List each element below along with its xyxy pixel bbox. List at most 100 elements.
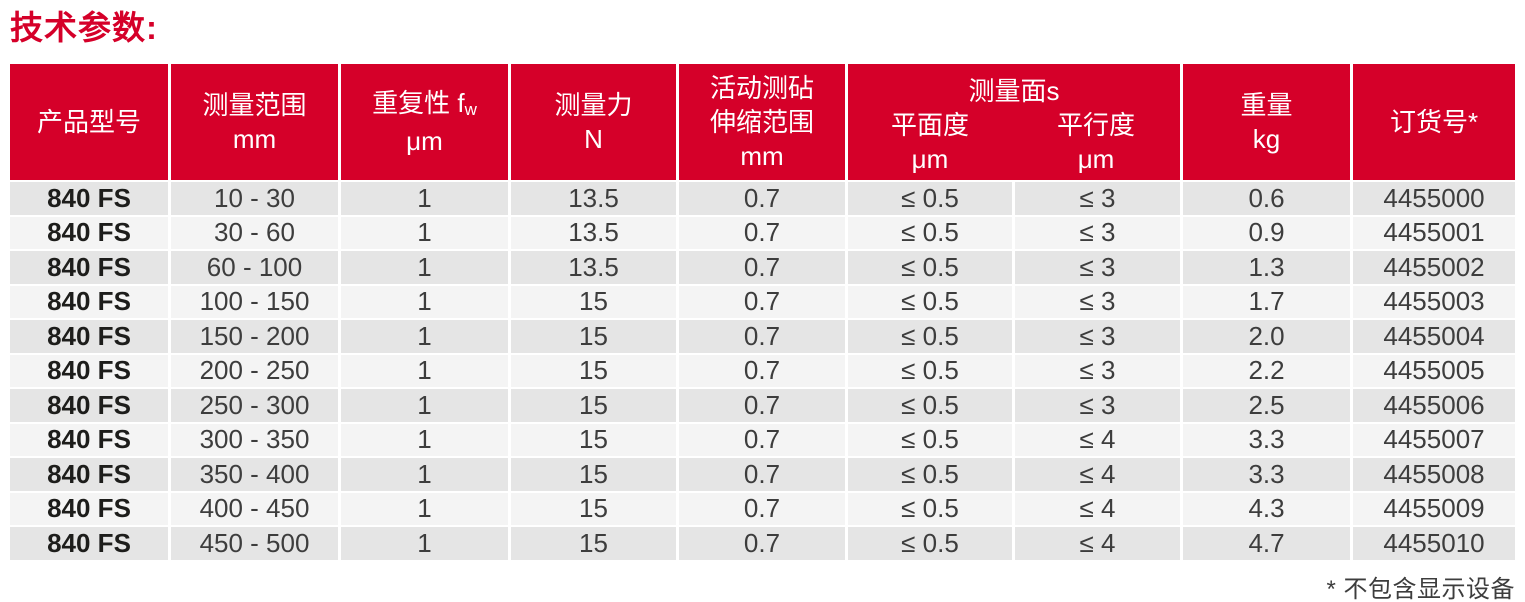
header-anvil-label-2: 伸缩范围 [709, 107, 814, 137]
cell-range: 200 - 250 [168, 352, 338, 387]
cell-flatness: ≤ 0.5 [845, 352, 1012, 387]
repeatability-subscript: w [464, 100, 477, 119]
cell-weight: 2.2 [1180, 352, 1351, 387]
cell-force: 15 [508, 456, 676, 491]
cell-range: 30 - 60 [168, 214, 338, 249]
cell-repeatability: 1 [338, 283, 508, 318]
table-header: 产品型号 测量范围 mm 重复性 fw μm 测量力 N 活动测砧 伸缩范围 [10, 64, 1516, 180]
table-row: 840 FS 100 - 150 1 15 0.7 ≤ 0.5 ≤ 3 1.7 4455003 [10, 283, 1516, 318]
cell-model: 840 FS [10, 525, 168, 560]
cell-flatness: ≤ 0.5 [845, 283, 1012, 318]
footnote: * 不包含显示设备 [1326, 575, 1515, 602]
cell-force: 15 [508, 421, 676, 456]
cell-parallelism: ≤ 3 [1012, 180, 1181, 215]
cell-model: 840 FS [10, 490, 168, 525]
cell-flatness: ≤ 0.5 [845, 249, 1012, 284]
cell-order: 4455003 [1350, 283, 1516, 318]
header-measuring-force-label: 测量力 [554, 90, 633, 120]
cell-anvil: 0.7 [676, 490, 845, 525]
cell-model: 840 FS [10, 180, 168, 215]
cell-flatness: ≤ 0.5 [845, 214, 1012, 249]
header-product-model: 产品型号 [10, 64, 168, 180]
table-row: 840 FS 30 - 60 1 13.5 0.7 ≤ 0.5 ≤ 3 0.9 4455001 [10, 214, 1516, 249]
cell-anvil: 0.7 [676, 387, 845, 422]
cell-parallelism: ≤ 4 [1012, 421, 1181, 456]
cell-order: 4455004 [1350, 318, 1516, 353]
cell-model: 840 FS [10, 421, 168, 456]
cell-range: 100 - 150 [168, 283, 338, 318]
page-title: 技术参数: [10, 9, 158, 46]
cell-model: 840 FS [10, 214, 168, 249]
header-measuring-range: 测量范围 mm [168, 64, 338, 180]
header-measuring-force: 测量力 N [508, 64, 676, 180]
cell-flatness: ≤ 0.5 [845, 387, 1012, 422]
table-row: 840 FS 400 - 450 1 15 0.7 ≤ 0.5 ≤ 4 4.3 4455009 [10, 490, 1516, 525]
cell-repeatability: 1 [338, 421, 508, 456]
cell-force: 15 [508, 352, 676, 387]
cell-parallelism: ≤ 3 [1012, 318, 1181, 353]
cell-model: 840 FS [10, 387, 168, 422]
header-measuring-range-label: 测量范围 [202, 90, 307, 120]
cell-parallelism: ≤ 4 [1012, 490, 1181, 525]
header-measuring-force-unit: N [584, 124, 603, 154]
header-parallelism: 平行度 μm [1012, 108, 1181, 180]
cell-anvil: 0.7 [676, 352, 845, 387]
cell-order: 4455002 [1350, 249, 1516, 284]
cell-flatness: ≤ 0.5 [845, 318, 1012, 353]
cell-repeatability: 1 [338, 387, 508, 422]
header-repeatability-unit: μm [406, 126, 443, 156]
cell-weight: 2.0 [1180, 318, 1351, 353]
table-row: 840 FS 300 - 350 1 15 0.7 ≤ 0.5 ≤ 4 3.3 4455007 [10, 421, 1516, 456]
cell-repeatability: 1 [338, 214, 508, 249]
cell-anvil: 0.7 [676, 525, 845, 560]
cell-weight: 1.3 [1180, 249, 1351, 284]
table-row: 840 FS 350 - 400 1 15 0.7 ≤ 0.5 ≤ 4 3.3 4455008 [10, 456, 1516, 491]
cell-flatness: ≤ 0.5 [845, 490, 1012, 525]
cell-force: 13.5 [508, 249, 676, 284]
cell-repeatability: 1 [338, 249, 508, 284]
cell-force: 15 [508, 318, 676, 353]
cell-model: 840 FS [10, 283, 168, 318]
cell-parallelism: ≤ 3 [1012, 387, 1181, 422]
header-anvil-unit: mm [740, 141, 784, 171]
cell-weight: 0.6 [1180, 180, 1351, 215]
cell-anvil: 0.7 [676, 214, 845, 249]
cell-order: 4455006 [1350, 387, 1516, 422]
table-row: 840 FS 10 - 30 1 13.5 0.7 ≤ 0.5 ≤ 3 0.6 4455000 [10, 180, 1516, 215]
cell-range: 150 - 200 [168, 318, 338, 353]
cell-force: 13.5 [508, 214, 676, 249]
cell-repeatability: 1 [338, 456, 508, 491]
cell-weight: 4.3 [1180, 490, 1351, 525]
cell-anvil: 0.7 [676, 421, 845, 456]
header-anvil-label-1: 活动测砧 [709, 73, 814, 103]
cell-range: 300 - 350 [168, 421, 338, 456]
cell-weight: 4.7 [1180, 525, 1351, 560]
header-weight: 重量 kg [1180, 64, 1351, 180]
cell-range: 60 - 100 [168, 249, 338, 284]
cell-repeatability: 1 [338, 180, 508, 215]
cell-range: 350 - 400 [168, 456, 338, 491]
table-row: 840 FS 150 - 200 1 15 0.7 ≤ 0.5 ≤ 3 2.0 4455004 [10, 318, 1516, 353]
header-product-model-label: 产品型号 [36, 107, 141, 137]
cell-parallelism: ≤ 3 [1012, 352, 1181, 387]
cell-order: 4455000 [1350, 180, 1516, 215]
cell-parallelism: ≤ 3 [1012, 249, 1181, 284]
cell-force: 13.5 [508, 180, 676, 215]
table-row: 840 FS 200 - 250 1 15 0.7 ≤ 0.5 ≤ 3 2.2 4455005 [10, 352, 1516, 387]
header-flatness-label: 平面度 [890, 110, 969, 140]
cell-parallelism: ≤ 3 [1012, 283, 1181, 318]
header-order-number-label: 订货号* [1389, 107, 1479, 137]
header-flatness-unit: μm [911, 144, 949, 174]
header-measuring-range-unit: mm [232, 124, 277, 154]
cell-anvil: 0.7 [676, 249, 845, 284]
cell-range: 250 - 300 [168, 387, 338, 422]
cell-repeatability: 1 [338, 352, 508, 387]
spec-table: 产品型号 测量范围 mm 重复性 fw μm 测量力 N 活动测砧 伸缩范围 [10, 64, 1516, 560]
cell-weight: 3.3 [1180, 421, 1351, 456]
header-parallelism-unit: μm [1077, 144, 1115, 174]
cell-order: 4455009 [1350, 490, 1516, 525]
cell-repeatability: 1 [338, 318, 508, 353]
header-flatness: 平面度 μm [845, 108, 1012, 180]
cell-force: 15 [508, 387, 676, 422]
